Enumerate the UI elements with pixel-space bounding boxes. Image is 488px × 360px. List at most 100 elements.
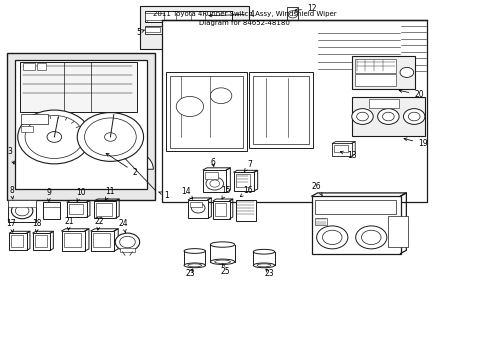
Bar [61,231,85,251]
Bar [11,235,23,247]
Bar [354,59,395,73]
Bar [144,12,232,22]
Bar [351,97,424,136]
Text: 15: 15 [221,186,231,199]
Bar [140,6,249,49]
Text: 1: 1 [159,190,168,199]
Bar [9,233,27,250]
Text: 18: 18 [32,219,42,232]
Bar [253,76,308,144]
Bar [91,231,114,251]
Bar [8,200,36,222]
Text: 4: 4 [209,10,254,19]
Bar [144,26,207,34]
Text: 17: 17 [7,219,16,232]
Bar [42,202,60,220]
Bar [387,216,407,247]
Text: 16: 16 [240,185,253,197]
Bar [354,74,395,86]
Circle shape [407,112,419,121]
Bar [351,56,414,89]
Circle shape [209,180,219,187]
Bar [67,202,86,217]
Bar [205,172,218,179]
Text: 19: 19 [403,138,427,148]
Circle shape [84,118,136,156]
Circle shape [351,109,372,125]
Circle shape [77,113,143,161]
Text: 9: 9 [46,188,51,201]
Bar [120,248,135,252]
Bar [333,145,347,152]
Bar [21,126,33,132]
Text: 23: 23 [264,269,273,278]
Circle shape [205,177,223,190]
Text: 12: 12 [294,4,316,13]
Circle shape [316,226,347,249]
Circle shape [25,116,83,158]
Text: 2011 Toyota 4Runner Switch Assy, Windshield Wiper
Diagram for 84652-48180: 2011 Toyota 4Runner Switch Assy, Windshi… [152,12,336,26]
Bar [215,203,225,216]
Circle shape [18,110,91,164]
Text: 10: 10 [76,188,86,202]
Ellipse shape [253,249,274,254]
Bar [368,99,398,108]
Bar [145,27,159,32]
Circle shape [322,230,341,244]
Bar [315,200,395,214]
Bar [64,233,81,247]
Bar [96,203,112,216]
Ellipse shape [187,264,201,267]
Circle shape [104,133,116,141]
Text: 20: 20 [398,90,423,99]
Bar [203,170,226,192]
Text: 22: 22 [94,217,104,230]
Bar [213,201,229,219]
Circle shape [176,96,203,117]
Bar [233,172,254,191]
Text: 21: 21 [64,217,74,230]
Bar [188,200,207,219]
Text: 26: 26 [311,182,322,196]
Bar [331,143,351,156]
Ellipse shape [210,242,234,247]
Text: 5: 5 [136,28,144,37]
Circle shape [361,230,380,244]
Bar [94,201,116,218]
Bar [144,13,163,20]
Text: 11: 11 [105,187,114,200]
Circle shape [47,132,61,142]
Bar [166,26,175,34]
Bar [170,76,242,148]
Text: 14: 14 [181,187,192,199]
Circle shape [403,109,424,125]
Circle shape [287,11,297,18]
Bar [8,200,36,207]
Text: 23: 23 [184,269,194,278]
Bar [93,233,110,247]
Bar [35,235,46,247]
FancyArrowPatch shape [46,204,49,206]
Bar [161,21,427,202]
Bar [6,53,155,200]
Bar [37,63,46,70]
Circle shape [120,236,135,248]
Circle shape [356,112,367,121]
Circle shape [377,109,398,125]
Circle shape [11,203,33,219]
Bar [315,218,327,225]
Bar [287,7,298,22]
Bar [166,72,246,151]
Bar [69,204,82,215]
Bar [189,202,201,207]
Ellipse shape [210,259,234,265]
Bar [235,200,256,221]
Text: 6: 6 [210,158,215,167]
Bar [249,72,312,148]
Wedge shape [100,149,153,169]
Circle shape [399,67,413,77]
Circle shape [191,203,204,213]
Ellipse shape [214,260,230,264]
Bar [311,196,400,253]
Ellipse shape [183,249,205,253]
